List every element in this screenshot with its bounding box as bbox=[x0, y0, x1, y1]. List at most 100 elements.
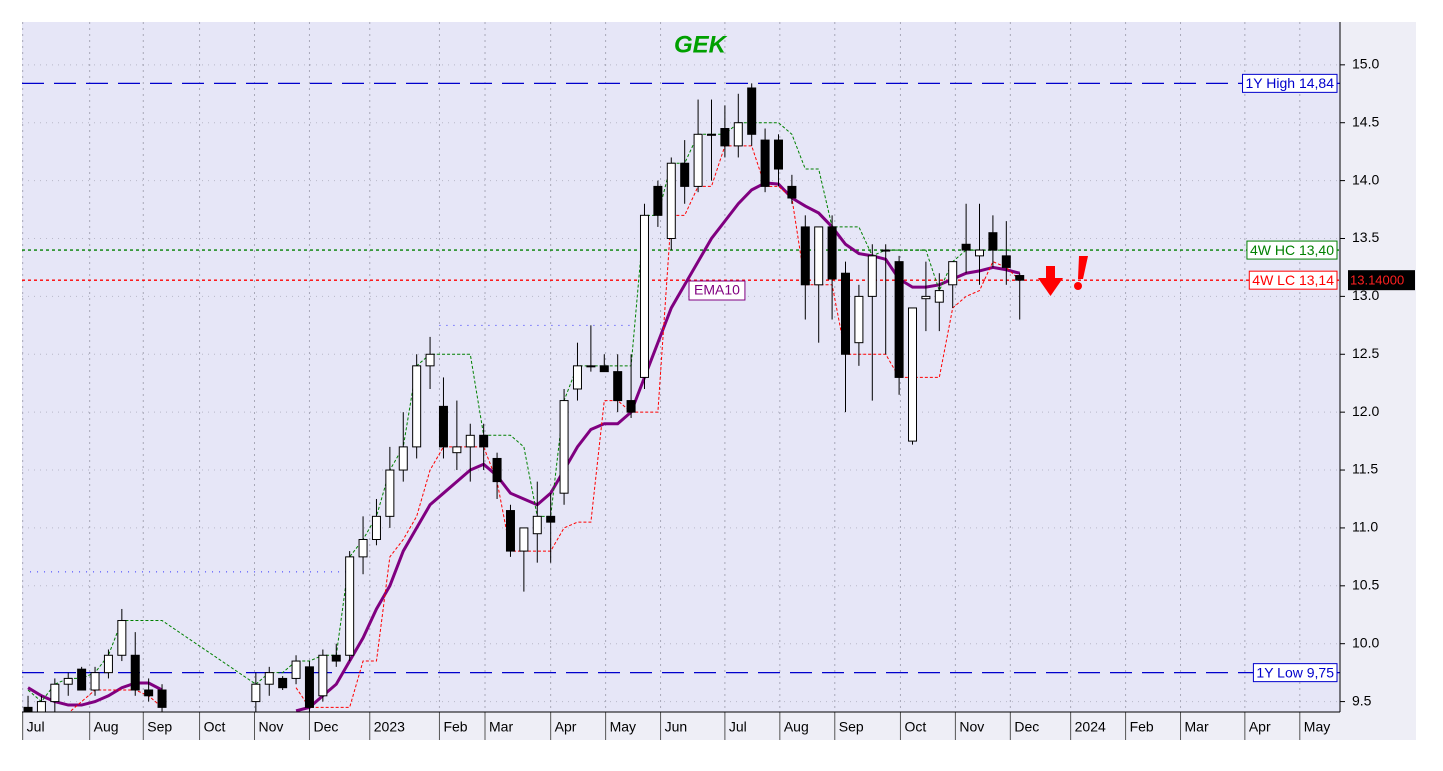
candle-body bbox=[371, 515, 381, 541]
chart-title: GEK bbox=[674, 31, 728, 58]
level-label-box bbox=[1252, 663, 1338, 683]
candle-body bbox=[425, 353, 435, 367]
candle-body bbox=[1015, 275, 1025, 281]
candle-body bbox=[546, 515, 556, 523]
candle-body bbox=[934, 290, 944, 303]
candle-body bbox=[452, 446, 462, 454]
last-price-label: 13.14000 bbox=[1350, 273, 1404, 288]
x-tick-label: Jul bbox=[27, 719, 45, 735]
candle-body bbox=[787, 185, 797, 199]
candle-body bbox=[988, 232, 998, 251]
candle-body bbox=[385, 469, 395, 517]
candle-body bbox=[505, 510, 515, 552]
x-tick-label: Jun bbox=[665, 719, 688, 735]
candle-body bbox=[532, 515, 542, 535]
candle-body bbox=[90, 672, 100, 691]
y-tick-label: 12.0 bbox=[1352, 403, 1379, 419]
x-tick-label: May bbox=[1304, 719, 1330, 735]
level-label: 1Y Low 9,75 bbox=[1256, 664, 1334, 680]
candle-body bbox=[948, 261, 958, 286]
level-label-box bbox=[1248, 270, 1338, 290]
candle-body bbox=[304, 666, 314, 708]
candle-body bbox=[572, 365, 582, 390]
candle-body bbox=[639, 214, 649, 378]
candle-body bbox=[358, 539, 368, 558]
y-tick-label: 15.0 bbox=[1352, 56, 1379, 72]
x-tick-label: 2023 bbox=[374, 719, 405, 735]
candle-body bbox=[345, 556, 355, 656]
y-tick-label: 12.5 bbox=[1352, 345, 1379, 361]
candle-body bbox=[479, 434, 489, 448]
y-tick-label: 9.5 bbox=[1352, 692, 1372, 708]
y-tick-label: 10.5 bbox=[1352, 577, 1379, 593]
candle-body bbox=[331, 654, 341, 662]
y-tick-label: 14.0 bbox=[1352, 171, 1379, 187]
candle-body bbox=[720, 128, 730, 147]
candle-body bbox=[733, 122, 743, 147]
candle-body bbox=[840, 272, 850, 355]
x-tick-label: Oct bbox=[904, 719, 926, 735]
y-tick-label: 13.0 bbox=[1352, 287, 1379, 303]
x-tick-label: Sep bbox=[839, 719, 864, 735]
x-tick-label: Feb bbox=[1130, 719, 1154, 735]
candle-body bbox=[908, 307, 918, 442]
candle-body bbox=[881, 249, 891, 252]
candle-body bbox=[760, 139, 770, 187]
plot bbox=[22, 82, 1340, 712]
candle-body bbox=[492, 457, 502, 483]
candle-body bbox=[706, 133, 716, 136]
candle-body bbox=[894, 261, 904, 378]
candle-body bbox=[130, 654, 140, 691]
candle-body bbox=[666, 162, 676, 239]
candle-body bbox=[465, 434, 475, 448]
x-tick-label: Nov bbox=[259, 719, 284, 735]
candle-body bbox=[103, 654, 113, 674]
plot-area bbox=[22, 22, 1340, 712]
x-tick-label: Dec bbox=[313, 719, 338, 735]
series-label-box bbox=[688, 280, 746, 301]
level-label-box bbox=[1242, 73, 1338, 93]
last-price-box bbox=[1348, 270, 1415, 291]
candle-body bbox=[36, 701, 46, 712]
candle-body bbox=[278, 677, 288, 689]
candle-body bbox=[599, 365, 609, 373]
y-tick-label: 11.0 bbox=[1352, 519, 1378, 535]
x-tick-label: Oct bbox=[204, 719, 226, 735]
alert-icon bbox=[1074, 256, 1088, 290]
candle-body bbox=[264, 672, 274, 685]
y-tick-label: 13.5 bbox=[1352, 229, 1379, 245]
x-tick-label: Feb bbox=[443, 719, 467, 735]
x-tick-label: Dec bbox=[1014, 719, 1039, 735]
candle-body bbox=[613, 371, 623, 402]
candle-body bbox=[827, 226, 837, 280]
candle-body bbox=[519, 527, 529, 552]
x-tick-label: Apr bbox=[555, 719, 577, 735]
candle-body bbox=[961, 243, 971, 251]
candle-body bbox=[144, 689, 154, 697]
candle-body bbox=[626, 400, 636, 413]
candle-body bbox=[921, 295, 931, 300]
x-tick-label: 2024 bbox=[1075, 719, 1106, 735]
candle-body bbox=[854, 295, 864, 344]
candle-body bbox=[680, 162, 690, 187]
grid bbox=[22, 22, 1340, 712]
candle-body bbox=[117, 620, 127, 656]
candle-body bbox=[747, 87, 757, 135]
candle-body bbox=[814, 226, 824, 286]
candle-body bbox=[157, 689, 167, 708]
candle-body bbox=[318, 654, 328, 697]
y-axis-area bbox=[1340, 22, 1416, 712]
level-label: 4W HC 13,40 bbox=[1250, 242, 1334, 258]
x-tick-label: Aug bbox=[94, 719, 119, 735]
down-arrow-icon bbox=[1038, 266, 1063, 296]
y-tick-label: 10.0 bbox=[1352, 634, 1379, 650]
candle-body bbox=[975, 249, 985, 257]
series-label: EMA10 bbox=[694, 282, 740, 298]
candle-body bbox=[559, 400, 569, 494]
x-tick-label: Sep bbox=[147, 719, 172, 735]
candle-body bbox=[1001, 255, 1011, 268]
candle-body bbox=[586, 365, 596, 368]
candle-body bbox=[50, 683, 60, 703]
level-label: 1Y High 14,84 bbox=[1246, 75, 1335, 91]
candle-body bbox=[412, 365, 422, 448]
